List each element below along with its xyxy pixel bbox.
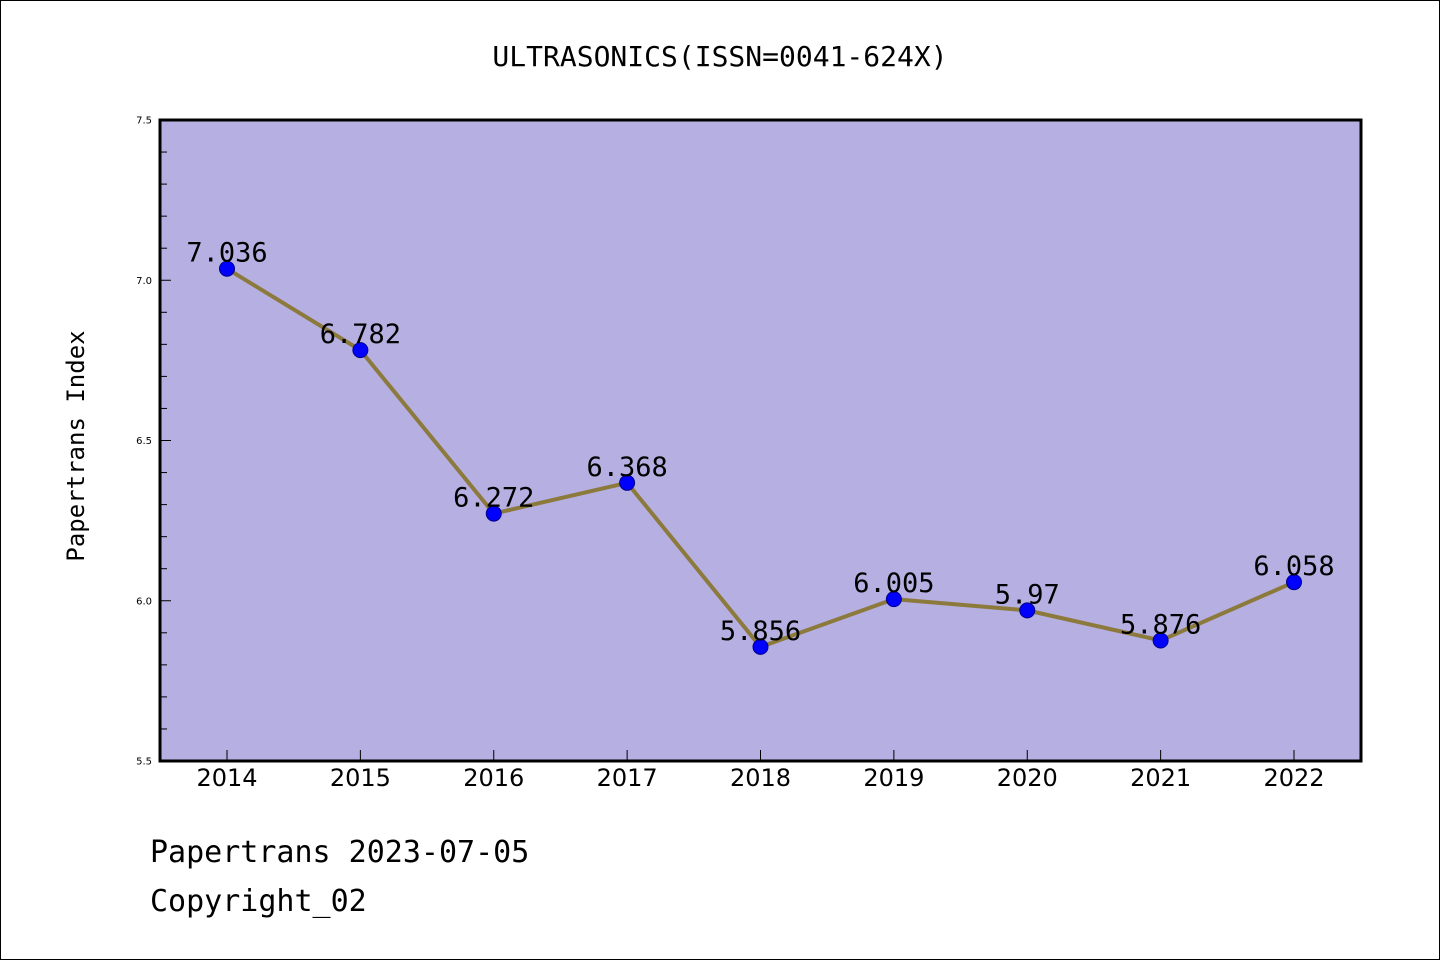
plot-border [158,118,1363,763]
x-tick-label: 2022 [1263,764,1324,792]
x-tick-label: 2015 [330,764,391,792]
x-tick-label: 2019 [863,764,924,792]
data-label: 7.036 [186,238,267,269]
data-labels: 7.036 6.782 6.272 6.368 5.856 6.005 5.97 5.876 6… [186,238,1334,647]
data-point [752,638,769,655]
x-axis: 2014 2015 2016 2017 2018 2019 2020 2021 2022 [196,750,1325,792]
data-points [219,260,1302,655]
footer-date: Papertrans 2023-07-05 [150,835,530,870]
data-label: 6.005 [853,568,934,599]
data-point [1152,632,1169,649]
data-label: 5.97 [995,579,1060,610]
x-tick-label: 2016 [463,764,524,792]
data-label: 6.368 [586,452,667,483]
footer-copyright: Copyright_02 [150,884,367,919]
data-point [1019,602,1036,619]
data-point [885,591,902,608]
y-axis-label: Papertrans Index [62,330,90,561]
y-tick-label: 6.5 [136,436,152,447]
x-tick-label: 2017 [597,764,658,792]
data-point [485,505,502,522]
data-label: 5.876 [1120,609,1201,640]
data-label: 6.782 [320,319,401,350]
chart-title: ULTRASONICS(ISSN=0041-624X) [492,40,947,73]
data-label: 6.272 [453,483,534,514]
y-tick-label: 7.0 [136,276,152,287]
x-tick-label: 2018 [730,764,791,792]
data-point [352,342,369,359]
data-point [1286,574,1302,591]
data-label: 5.856 [720,616,801,647]
plot-area [160,120,1361,761]
y-tick-label: 6.0 [136,596,152,607]
x-tick-label: 2020 [997,764,1058,792]
y-tick-label: 7.5 [136,116,152,127]
x-tick-label: 2014 [196,764,257,792]
x-tick-label: 2021 [1130,764,1191,792]
y-tick-label: 5.5 [136,757,152,768]
data-point [619,474,636,491]
data-label: 6.058 [1253,551,1334,582]
data-point [219,260,235,277]
